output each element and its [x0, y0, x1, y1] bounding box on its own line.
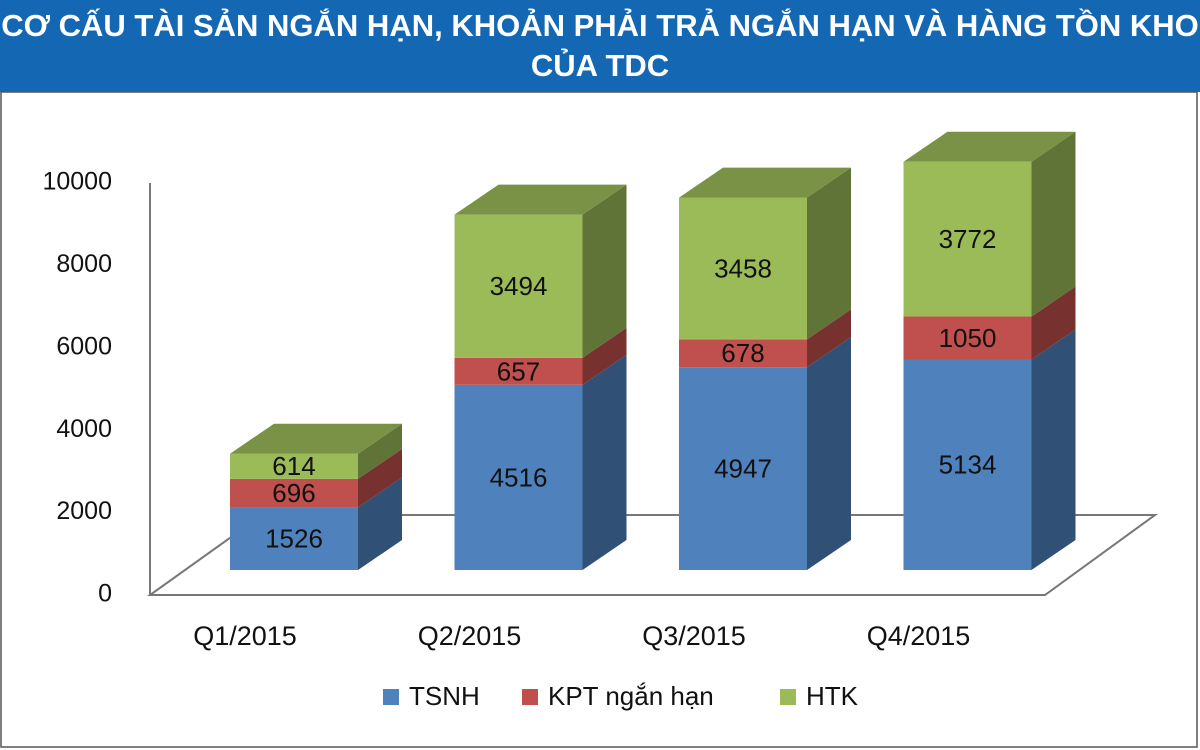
bar-side — [582, 327, 627, 385]
bar-top — [903, 131, 1076, 162]
x-tick-label: Q2/2015 — [418, 621, 522, 651]
legend-label: TSNH — [409, 681, 480, 711]
data-label: 3772 — [939, 224, 997, 254]
y-tick-label: 0 — [98, 580, 112, 608]
bar-top — [230, 423, 402, 454]
bar-segment — [230, 478, 358, 508]
data-label: 3458 — [714, 253, 772, 283]
bar-segment — [679, 367, 807, 570]
bar-side — [1031, 329, 1076, 570]
data-label: 4947 — [714, 453, 772, 483]
data-label: 4516 — [490, 462, 548, 492]
bar-side — [1031, 131, 1076, 317]
bar-side — [582, 354, 627, 570]
legend-swatch — [383, 689, 399, 705]
x-tick-label: Q4/2015 — [867, 621, 971, 651]
y-tick-label: 6000 — [56, 332, 112, 360]
data-label: 696 — [272, 478, 315, 508]
bar-segment — [679, 339, 807, 368]
bar-segment — [903, 161, 1032, 317]
bar-side — [358, 423, 402, 479]
data-label: 614 — [272, 451, 315, 481]
bar-segment — [903, 359, 1032, 570]
bar-side — [807, 167, 851, 340]
bar-side — [358, 477, 402, 570]
legend-swatch — [780, 689, 796, 705]
bar-side — [358, 448, 402, 508]
bar-segment — [454, 357, 583, 385]
bar-side — [807, 337, 851, 570]
y-tick-label: 4000 — [56, 415, 112, 443]
x-tick-label: Q1/2015 — [193, 621, 297, 651]
bar-segment — [903, 316, 1032, 360]
x-tick-label: Q3/2015 — [642, 621, 746, 651]
bar-segment — [454, 384, 583, 570]
chart-border — [0, 91, 1198, 748]
bar-segment — [454, 214, 583, 358]
data-label: 3494 — [490, 271, 548, 301]
bar-top — [679, 167, 851, 198]
legend-label: HTK — [806, 681, 859, 711]
chart-title: CƠ CẤU TÀI SẢN NGẮN HẠN, KHOẢN PHẢI TRẢ … — [0, 0, 1200, 92]
data-label: 5134 — [939, 450, 997, 480]
bar-segment — [230, 507, 358, 570]
data-label: 1050 — [939, 323, 997, 353]
data-label: 678 — [721, 338, 764, 368]
legend-label: KPT ngắn hạn — [548, 681, 714, 711]
legend-swatch — [522, 689, 538, 705]
bar-top — [454, 184, 627, 215]
data-label: 1526 — [265, 524, 323, 554]
y-tick-label: 2000 — [56, 497, 112, 525]
bar-side — [807, 309, 851, 368]
y-tick-label: 10000 — [42, 168, 112, 196]
bar-segment — [230, 453, 358, 479]
data-label: 657 — [497, 356, 540, 386]
bar-side — [1031, 286, 1076, 360]
y-tick-label: 8000 — [56, 250, 112, 278]
bar-segment — [679, 197, 807, 340]
bar-side — [582, 184, 627, 358]
